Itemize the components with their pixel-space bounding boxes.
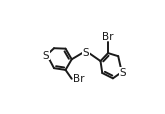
Text: S: S bbox=[82, 47, 89, 57]
Text: S: S bbox=[43, 50, 49, 60]
Text: Br: Br bbox=[73, 74, 84, 84]
Text: S: S bbox=[119, 67, 126, 77]
Text: Br: Br bbox=[102, 31, 114, 41]
